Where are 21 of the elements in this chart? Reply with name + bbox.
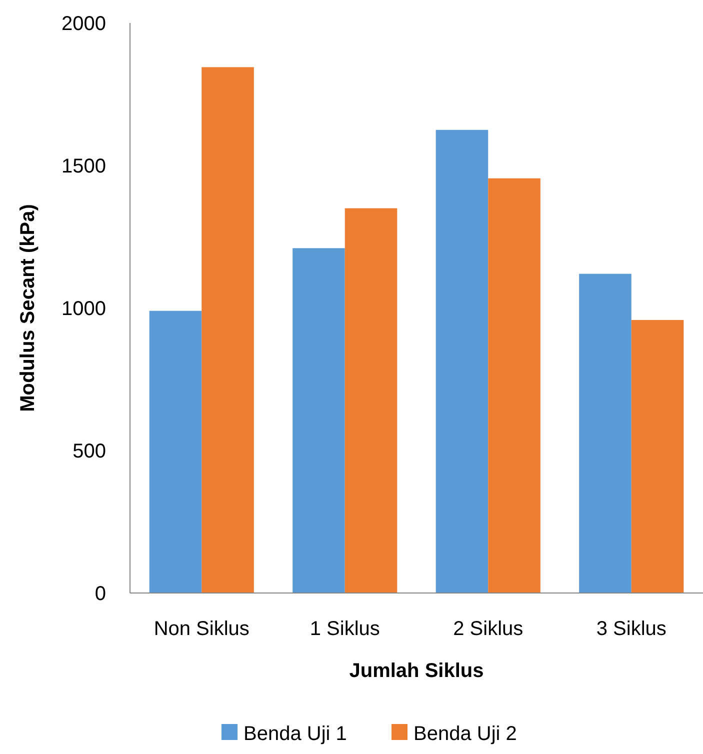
legend-label: Benda Uji 1 [244, 723, 347, 745]
y-tick-label: 1500 [62, 156, 106, 178]
x-tick-label: Non Siklus [154, 618, 250, 640]
y-axis-title: Modulus Secant (kPa) [17, 204, 39, 412]
bar [579, 274, 632, 593]
bar [488, 178, 540, 593]
bar [344, 208, 398, 593]
y-tick-label: 0 [94, 583, 106, 605]
bar [436, 130, 488, 593]
bar [149, 310, 202, 593]
x-axis-title: Jumlah Siklus [349, 660, 484, 682]
x-tick-label: 3 Siklus [596, 618, 666, 640]
y-tick-label: 500 [72, 440, 106, 462]
legend-label: Benda Uji 2 [414, 723, 517, 745]
y-tick-label: 2000 [62, 13, 106, 35]
x-tick-label: 2 Siklus [453, 618, 524, 640]
bar [631, 320, 684, 593]
y-tick-label: 1000 [62, 298, 106, 320]
bar [202, 67, 254, 593]
x-tick-label: 1 Siklus [310, 618, 380, 640]
bar [292, 248, 345, 593]
